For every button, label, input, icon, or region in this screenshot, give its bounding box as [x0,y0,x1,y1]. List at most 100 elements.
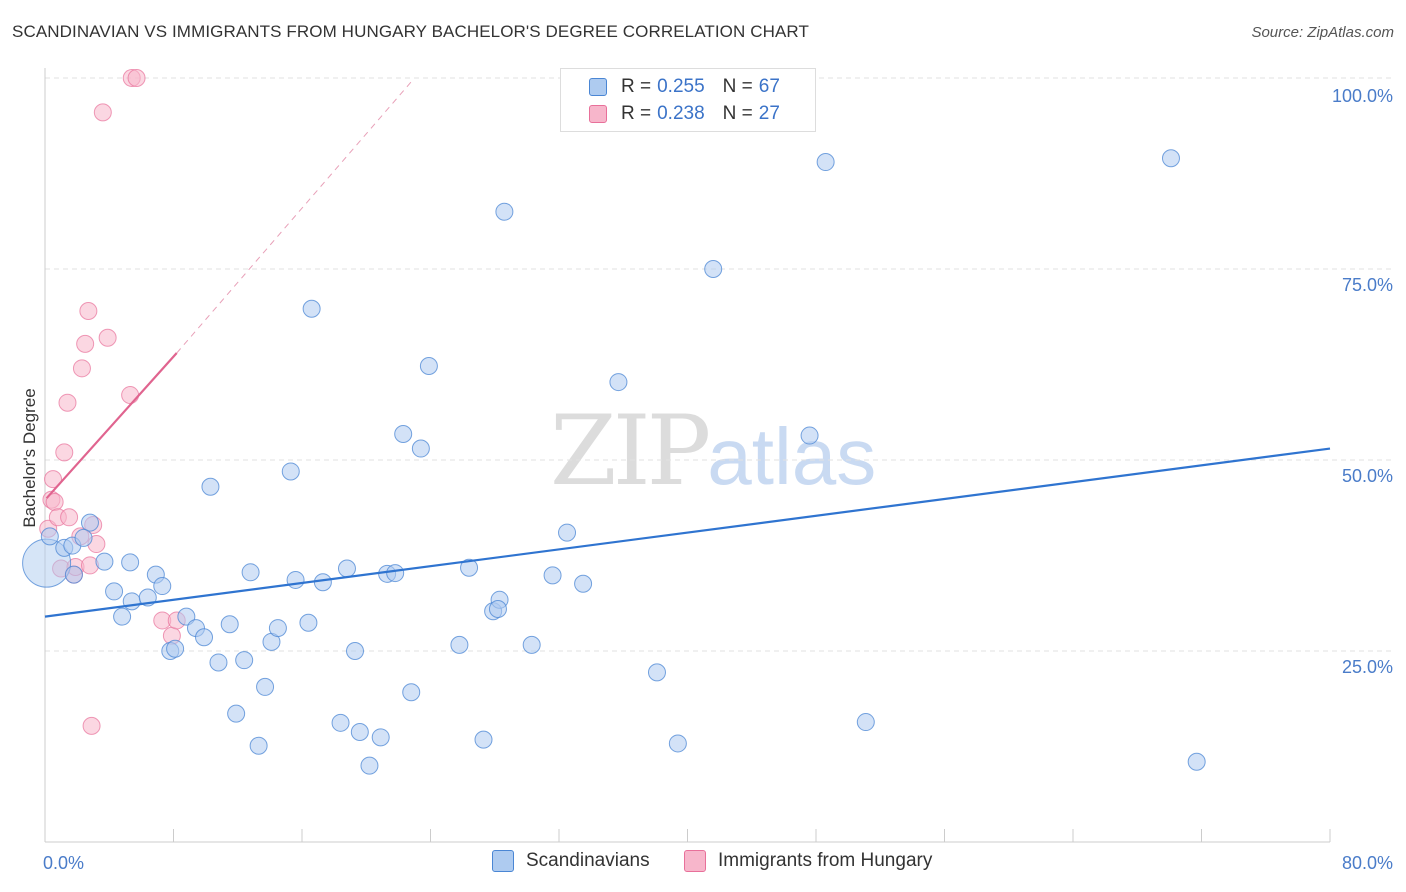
data-point-scandinavians [558,523,577,542]
legend-label-scandinavians: Scandinavians [526,850,650,871]
data-point-scandinavians [609,373,628,392]
data-point-scandinavians [574,574,593,593]
y-axis-label: Bachelor's Degree [20,388,39,527]
data-point-scandinavians [153,577,172,596]
data-point-scandinavians [235,651,254,670]
data-point-scandinavians [346,642,365,660]
y-tick-label: 50.0% [1342,466,1393,486]
data-point-hungary [60,508,79,527]
chart-title: SCANDINAVIAN VS IMMIGRANTS FROM HUNGARY … [12,22,809,41]
watermark-atlas: atlas [707,412,877,501]
y-tick-label: 25.0% [1342,657,1393,677]
data-point-scandinavians [195,628,214,647]
trend-line-hungary [45,352,178,499]
data-point-scandinavians [800,426,819,445]
watermark-zip: ZIP [550,395,711,507]
data-point-scandinavians [166,639,185,658]
data-point-scandinavians [313,573,332,592]
data-point-scandinavians [299,613,318,632]
legend-r-value: 0.255 [657,76,705,97]
legend-n-label: N = [722,76,753,97]
legend-row-scandinavians: R = 0.255 N = 67 [589,75,780,99]
data-point-scandinavians [337,559,356,578]
data-point-hungary [55,443,74,462]
data-point-scandinavians [249,736,268,755]
data-point-scandinavians [105,582,124,601]
legend-n-value: 67 [758,76,780,97]
data-point-scandinavians [704,260,723,278]
x-tick-label-max: 80.0% [1342,853,1393,873]
data-point-scandinavians [350,722,369,741]
data-point-scandinavians [386,564,405,583]
data-point-scandinavians [460,558,479,577]
data-point-scandinavians [95,552,114,571]
legend-swatch-scandinavians [492,850,514,872]
data-point-scandinavians [241,563,260,582]
data-point-scandinavians [286,570,305,589]
data-point-scandinavians [40,527,59,546]
data-point-scandinavians [411,439,430,458]
trend-lines [44,81,1331,618]
data-point-scandinavians [488,599,507,618]
data-point-scandinavians [371,728,390,747]
data-point-scandinavians [220,615,239,634]
tick-labels: 25.0% 50.0% 75.0% 100.0% 0.0% 80.0% [43,86,1393,873]
trend-line-hungary-extrapolated [176,81,412,354]
legend-swatch-hungary [684,850,706,872]
legend-row-hungary: R = 0.238 N = 27 [589,102,780,126]
data-point-hungary [121,386,140,405]
legend-label-hungary: Immigrants from Hungary [718,850,933,871]
data-point-scandinavians [402,683,421,702]
y-tick-label: 100.0% [1332,86,1393,106]
data-point-scandinavians [281,462,300,481]
data-point-scandinavians [360,756,379,775]
data-point-scandinavians [121,553,140,572]
legend-swatch-blue [589,78,607,96]
data-point-scandinavians [74,528,93,547]
data-point-scandinavians [522,635,541,654]
data-point-scandinavians [256,677,275,696]
data-point-hungary [127,69,146,87]
data-point-scandinavians [1187,752,1206,771]
data-point-scandinavians [856,713,875,732]
data-point-scandinavians [302,299,321,318]
watermark: ZIPatlas [550,395,876,507]
legend-n-label: N = [722,103,753,124]
data-point-hungary [44,470,63,489]
legend-n-value: 27 [758,103,780,124]
data-point-scandinavians [543,566,562,585]
legend-item-hungary[interactable]: Immigrants from Hungary [684,850,932,872]
data-point-scandinavians [80,513,99,532]
series-legend: Scandinavians Immigrants from Hungary [0,850,1406,878]
data-point-scandinavians [113,607,132,626]
data-point-hungary [82,716,101,735]
data-point-scandinavians [419,357,438,376]
series-scandinavians-points [22,149,1206,775]
data-point-scandinavians [450,635,469,654]
legend-swatch-pink [589,105,607,123]
legend-r-label: R = [621,76,652,97]
data-point-hungary [93,103,112,122]
data-point-scandinavians [474,730,493,749]
data-point-hungary [79,302,98,321]
stats-legend: R = 0.255 N = 67 R = 0.238 N = 27 [560,68,816,132]
y-tick-label: 75.0% [1342,275,1393,295]
data-point-scandinavians [647,663,666,682]
data-point-scandinavians [331,713,350,732]
data-point-scandinavians [122,592,141,611]
data-point-hungary [58,393,77,412]
legend-r-label: R = [621,103,652,124]
data-point-scandinavians [201,477,220,496]
data-point-scandinavians [227,704,246,723]
data-point-hungary [72,359,91,378]
data-point-scandinavians [268,619,287,638]
x-tick-label-min: 0.0% [43,853,84,873]
legend-item-scandinavians[interactable]: Scandinavians [492,850,650,872]
data-point-scandinavians [1161,149,1180,168]
series-hungary-points [39,69,186,735]
data-point-scandinavians [495,202,514,221]
data-point-scandinavians [64,565,83,584]
data-point-hungary [98,328,117,347]
legend-r-value: 0.238 [657,103,705,124]
data-point-scandinavians [816,153,835,172]
